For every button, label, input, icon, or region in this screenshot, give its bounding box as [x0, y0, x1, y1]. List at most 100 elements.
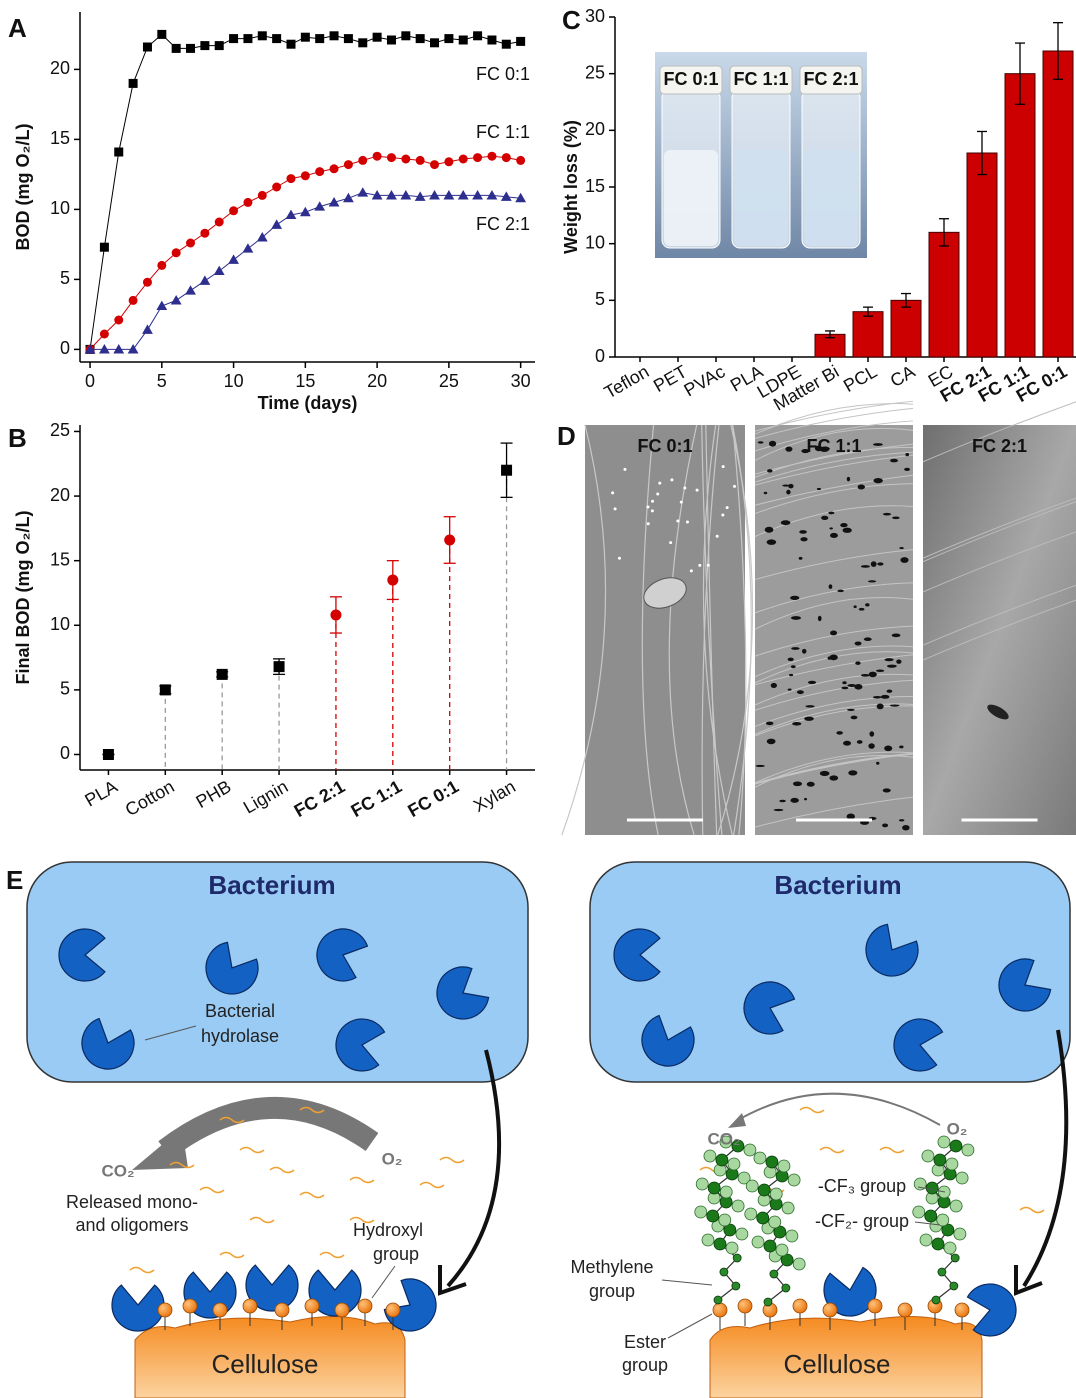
- marker: [357, 187, 368, 196]
- marker: [459, 36, 468, 45]
- marker: [387, 575, 398, 586]
- methylene: [732, 1282, 740, 1290]
- marker: [473, 31, 482, 40]
- marker: [160, 684, 171, 695]
- sem-pore: [804, 798, 807, 801]
- marker: [501, 465, 512, 476]
- sem-pore: [885, 658, 894, 661]
- sem-pore: [883, 513, 891, 516]
- bar: [1005, 74, 1035, 357]
- sem-pore: [767, 539, 777, 544]
- fluorine: [786, 1230, 798, 1242]
- sem-pore: [890, 705, 900, 707]
- sem-pore: [892, 517, 900, 520]
- sem-pore: [791, 616, 801, 620]
- sem-pore: [829, 527, 832, 529]
- marker: [416, 156, 425, 165]
- x-tick-label: FC 2:1: [291, 776, 349, 821]
- fluorine: [954, 1228, 966, 1240]
- sem-pore: [804, 717, 814, 721]
- marker: [274, 661, 285, 672]
- x-tick-label: 15: [295, 371, 315, 391]
- marker: [243, 243, 254, 252]
- leader: [372, 1266, 395, 1298]
- sem-pore: [882, 823, 888, 827]
- sem-pore: [817, 488, 821, 490]
- oligomer: [220, 1253, 244, 1258]
- marker: [301, 171, 310, 180]
- o2-label: O₂: [382, 1149, 403, 1168]
- sem-pore: [861, 565, 870, 568]
- marker: [142, 324, 153, 333]
- panel-e-drawing: [27, 862, 1070, 1398]
- marker: [315, 34, 324, 43]
- carbon: [932, 1238, 944, 1250]
- fluorine: [720, 1186, 732, 1198]
- inset-label: FC 2:1: [803, 69, 858, 89]
- sem-pore: [847, 814, 855, 820]
- methylene: [720, 1268, 728, 1276]
- marker: [458, 190, 469, 199]
- marker: [243, 198, 252, 207]
- sem-dot: [651, 500, 654, 503]
- marker: [229, 206, 238, 215]
- marker: [444, 157, 453, 166]
- sem-pore: [858, 485, 865, 490]
- sem-dot: [721, 513, 724, 516]
- x-tick-label: PVAc: [681, 361, 729, 400]
- x-tick-label: 5: [157, 371, 167, 391]
- sem-dot: [647, 522, 650, 525]
- x-tick-label: Teflon: [601, 361, 653, 402]
- methylene-label: group: [589, 1281, 635, 1301]
- fluorine: [728, 1158, 740, 1170]
- sem-pore: [789, 674, 793, 676]
- sem-dot: [656, 493, 659, 496]
- sem-pore: [865, 603, 869, 606]
- y-tick-label: 15: [50, 549, 70, 569]
- y-tick-label: 5: [60, 679, 70, 699]
- methylene: [938, 1268, 946, 1276]
- x-tick-label: Cotton: [122, 776, 178, 820]
- marker: [400, 190, 411, 199]
- co2-label: CO₂: [101, 1161, 134, 1180]
- sem-pore: [854, 605, 857, 608]
- x-tick-label: 10: [224, 371, 244, 391]
- y-tick-label: 0: [60, 743, 70, 763]
- y-axis-title: BOD (mg O₂/L): [13, 124, 33, 251]
- ester: [955, 1303, 969, 1317]
- marker: [128, 344, 139, 353]
- marker: [444, 535, 455, 546]
- y-tick-label: 25: [585, 62, 605, 82]
- sem-pore: [869, 672, 877, 678]
- hydroxyl-label: group: [373, 1244, 419, 1264]
- sem-pore: [855, 661, 860, 665]
- panel-label: C: [562, 5, 581, 35]
- ester: [713, 1303, 727, 1317]
- fluorine: [704, 1150, 716, 1162]
- sem-pore: [884, 746, 892, 752]
- marker: [286, 174, 295, 183]
- methylene-label: Methylene: [570, 1257, 653, 1277]
- bar: [967, 153, 997, 357]
- sem-dot: [676, 520, 679, 523]
- fluorine: [719, 1214, 731, 1226]
- sem-pore: [861, 674, 870, 677]
- hydroxyl: [213, 1303, 227, 1317]
- page: Bacterium Bacterial hydrolase CO₂ O₂ Rel…: [0, 0, 1076, 1398]
- enzyme-arrow: [448, 1050, 499, 1286]
- marker: [459, 155, 468, 164]
- y-tick-label: 5: [60, 268, 70, 288]
- hydroxyl-label: Hydroxyl: [353, 1220, 423, 1240]
- y-tick-label: 30: [585, 6, 605, 26]
- sem-dot: [670, 478, 673, 481]
- bar: [1043, 51, 1073, 357]
- sem-pore: [896, 659, 901, 663]
- y-tick-label: 10: [585, 232, 605, 252]
- sem-pore: [842, 681, 846, 684]
- y-tick-label: 10: [50, 614, 70, 634]
- carbon: [758, 1184, 770, 1196]
- marker: [300, 207, 311, 216]
- fluorine: [736, 1228, 748, 1240]
- sem-pore: [779, 800, 786, 802]
- oligomer: [800, 1108, 824, 1113]
